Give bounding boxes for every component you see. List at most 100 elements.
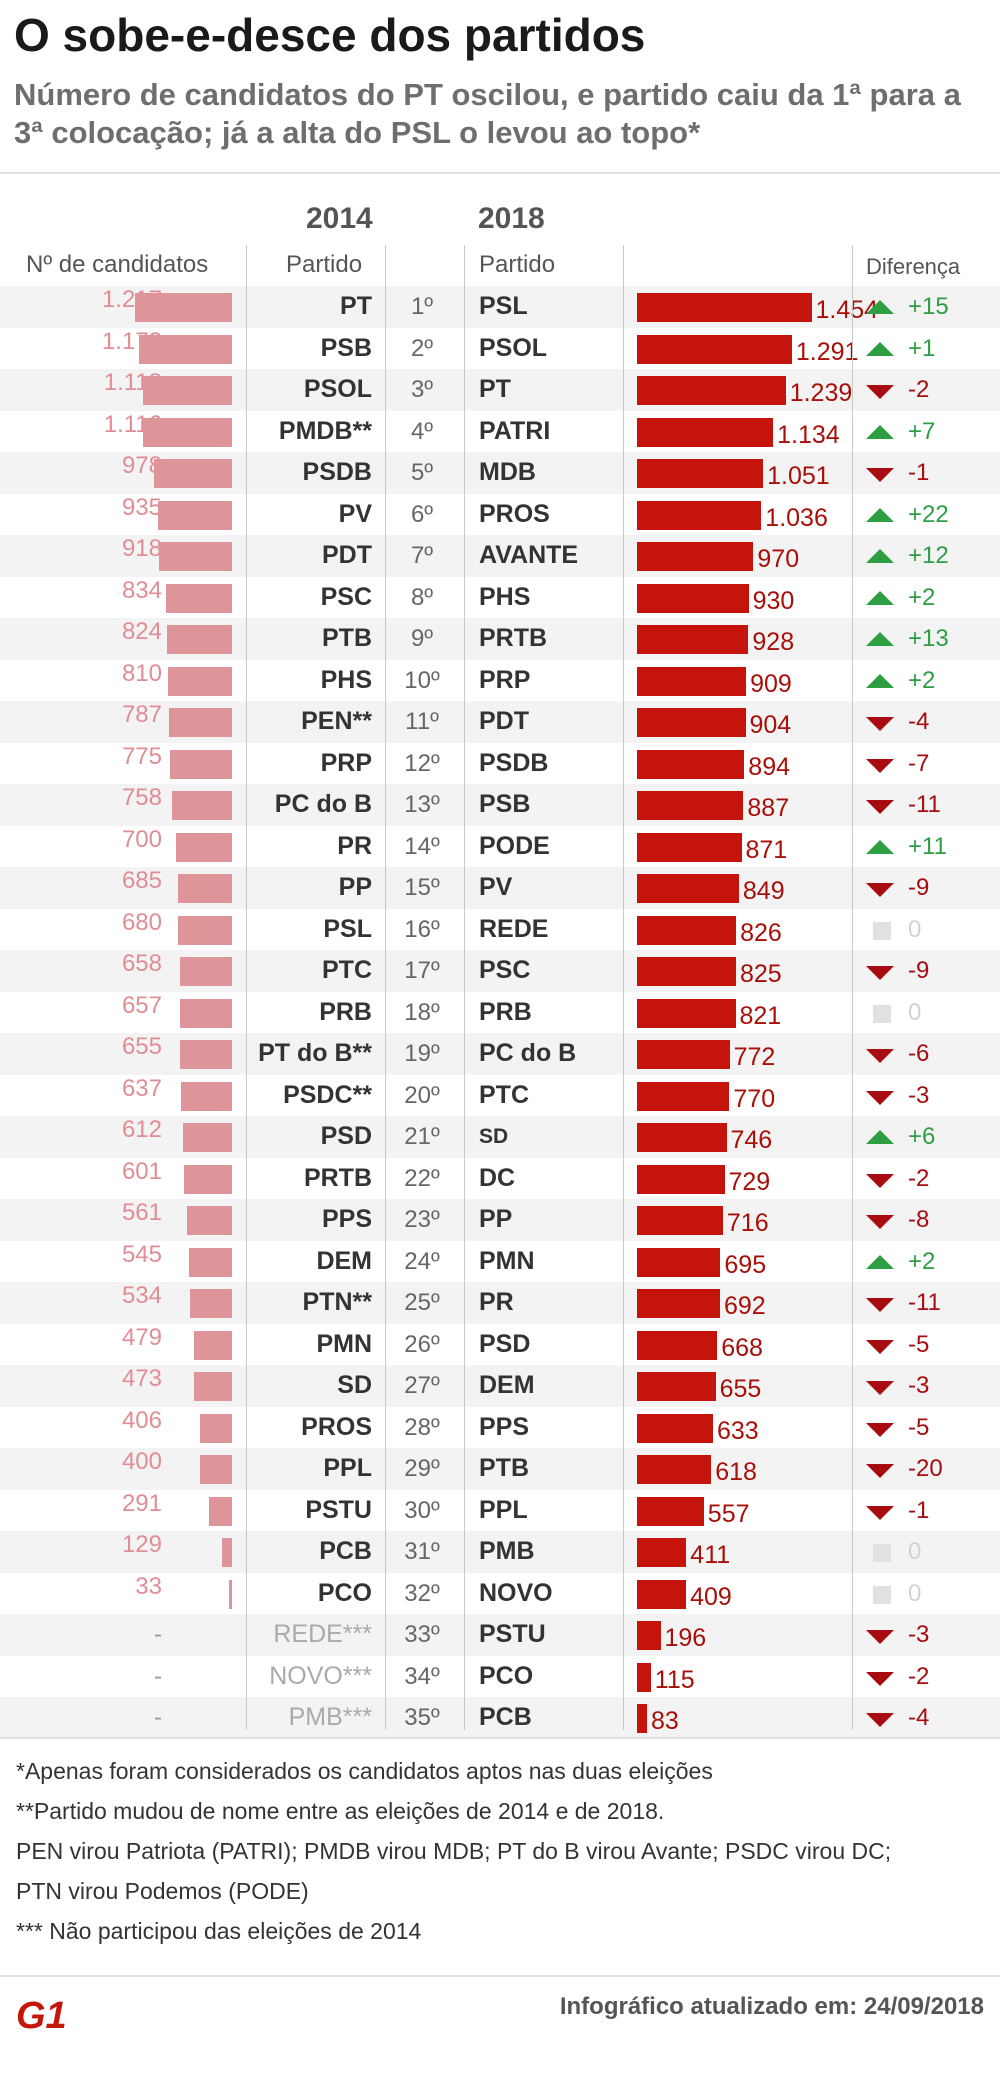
difference-value: -9 bbox=[908, 874, 930, 901]
num-candidates-header: Nº de candidatos bbox=[26, 251, 209, 278]
value-2018-label: 1.291 bbox=[795, 337, 859, 366]
party-2018-label: PR bbox=[479, 1288, 514, 1316]
difference-value: -7 bbox=[908, 749, 930, 777]
party-2014-label: PROS bbox=[301, 1412, 372, 1441]
column-divider bbox=[623, 245, 624, 1730]
bar-2014 bbox=[181, 1081, 232, 1111]
rank-label: 21º bbox=[404, 1123, 440, 1150]
value-2014-label: 534 bbox=[121, 1282, 162, 1309]
value-2014-label: 406 bbox=[121, 1406, 162, 1434]
bar-2014 bbox=[199, 1413, 232, 1443]
bar-2018 bbox=[637, 1662, 651, 1692]
value-2018-label: 772 bbox=[733, 1043, 776, 1071]
value-2014-label: 700 bbox=[121, 825, 162, 853]
party-2018-label: PV bbox=[479, 873, 513, 901]
party-2014-label: PR bbox=[337, 831, 372, 860]
difference-value: -11 bbox=[908, 791, 941, 818]
year-2018-header: 2018 bbox=[478, 202, 545, 235]
bar-2018 bbox=[637, 1496, 704, 1526]
bar-2014 bbox=[208, 1496, 232, 1526]
bar-2014 bbox=[165, 583, 232, 613]
bar-2018 bbox=[637, 749, 745, 779]
value-2018-label: 557 bbox=[707, 1499, 750, 1528]
table-bottom-divider bbox=[0, 1737, 1000, 1739]
table-row: 810 PHS 10º PRP 909 +2 bbox=[0, 660, 1000, 702]
value-2018-label: 668 bbox=[721, 1333, 763, 1362]
table-row: 1.172 PSB 2º PSOL 1.291 +1 bbox=[0, 328, 1000, 370]
triangle-up-icon bbox=[866, 341, 894, 356]
bar-2018 bbox=[637, 1372, 716, 1401]
party-2014-label: PCB bbox=[319, 1537, 372, 1565]
party-2014-label: PPS bbox=[321, 1205, 372, 1233]
party-2018-label: PSB bbox=[479, 790, 531, 818]
party-2014-label: PEN** bbox=[301, 707, 372, 735]
table-row: - NOVO*** 34º PCO 115 -2 bbox=[0, 1656, 1000, 1698]
update-credit: Infográfico atualizado em: 24/09/2018 bbox=[559, 1993, 984, 2020]
value-2018-label: 770 bbox=[733, 1084, 776, 1113]
value-2018-label: 716 bbox=[726, 1209, 769, 1237]
bar-2018 bbox=[637, 1579, 687, 1609]
value-2018-label: 1.134 bbox=[777, 420, 840, 449]
bar-2014 bbox=[157, 500, 232, 530]
party-2018-label: PSC bbox=[479, 956, 531, 984]
difference-value: +2 bbox=[908, 583, 936, 611]
table-row: 658 PTC 17º PSC 825 -9 bbox=[0, 950, 1000, 992]
table-row: 33 PCO 32º NOVO 409 0 bbox=[0, 1573, 1000, 1615]
difference-value: -4 bbox=[908, 1704, 930, 1731]
difference-value: +6 bbox=[908, 1123, 936, 1150]
table-row: 918 PDT 7º AVANTE 970 +12 bbox=[0, 535, 1000, 577]
party-2018-label: PTB bbox=[479, 1454, 529, 1482]
value-2014-label: 473 bbox=[121, 1365, 162, 1392]
table-row: 637 PSDC** 20º PTC 770 -3 bbox=[0, 1075, 1000, 1117]
party-2018-label: PMB bbox=[479, 1537, 535, 1565]
party-2018-label: PTC bbox=[479, 1080, 529, 1109]
triangle-down-icon bbox=[866, 1422, 894, 1437]
party-2014-label: PTN** bbox=[302, 1288, 372, 1316]
bar-2014 bbox=[138, 334, 232, 364]
value-2018-label: 1.051 bbox=[767, 462, 830, 490]
value-2018-label: 1.239 bbox=[789, 379, 853, 407]
table-row: 129 PCB 31º PMB 411 0 bbox=[0, 1531, 1000, 1573]
triangle-down-icon bbox=[866, 717, 894, 731]
value-2018-label: 633 bbox=[717, 1416, 759, 1445]
difference-value: +22 bbox=[908, 500, 949, 528]
triangle-up-icon bbox=[866, 673, 894, 688]
rank-label: 31º bbox=[404, 1538, 440, 1565]
rank-label: 2º bbox=[410, 334, 434, 362]
rank-label: 19º bbox=[404, 1040, 440, 1067]
difference-value: -8 bbox=[908, 1206, 930, 1233]
bar-2014 bbox=[177, 915, 232, 945]
triangle-down-icon bbox=[866, 1215, 894, 1229]
value-2014-label: 658 bbox=[121, 950, 162, 977]
triangle-down-icon bbox=[866, 966, 894, 980]
value-2014-label: 680 bbox=[121, 908, 162, 936]
bar-2014 bbox=[193, 1330, 232, 1360]
svg-text:G1: G1 bbox=[16, 1995, 67, 2034]
bar-2018 bbox=[637, 832, 742, 862]
triangle-up-icon bbox=[866, 1254, 894, 1269]
rank-label: 4º bbox=[410, 417, 434, 445]
bar-2018 bbox=[637, 1289, 720, 1318]
value-2014-label: 824 bbox=[121, 618, 162, 645]
column-divider bbox=[246, 245, 247, 1730]
party-2014-label: SD bbox=[337, 1371, 372, 1399]
bar-2014 bbox=[200, 1455, 232, 1484]
year-2014-header: 2014 bbox=[306, 202, 373, 235]
value-2014-label: 637 bbox=[121, 1074, 162, 1102]
table-row: 978 PSDB 5º MDB 1.051 -1 bbox=[0, 452, 1000, 494]
value-2018-label: 115 bbox=[654, 1665, 695, 1694]
square-icon bbox=[873, 1004, 891, 1023]
party-2018-label: PODE bbox=[479, 831, 550, 860]
value-2014-label: 758 bbox=[121, 784, 162, 811]
triangle-down-icon bbox=[866, 758, 894, 773]
triangle-down-icon bbox=[866, 1049, 894, 1063]
party-2014-label: PSOL bbox=[303, 375, 372, 403]
bar-2014 bbox=[188, 1247, 232, 1277]
triangle-down-icon bbox=[866, 1173, 894, 1188]
bar-2014 bbox=[229, 1579, 232, 1609]
bar-2014 bbox=[171, 791, 232, 820]
triangle-down-icon bbox=[866, 1630, 894, 1644]
value-2018-label: 1.036 bbox=[765, 503, 828, 532]
rank-label: 18º bbox=[404, 998, 440, 1026]
rank-label: 27º bbox=[404, 1372, 440, 1399]
